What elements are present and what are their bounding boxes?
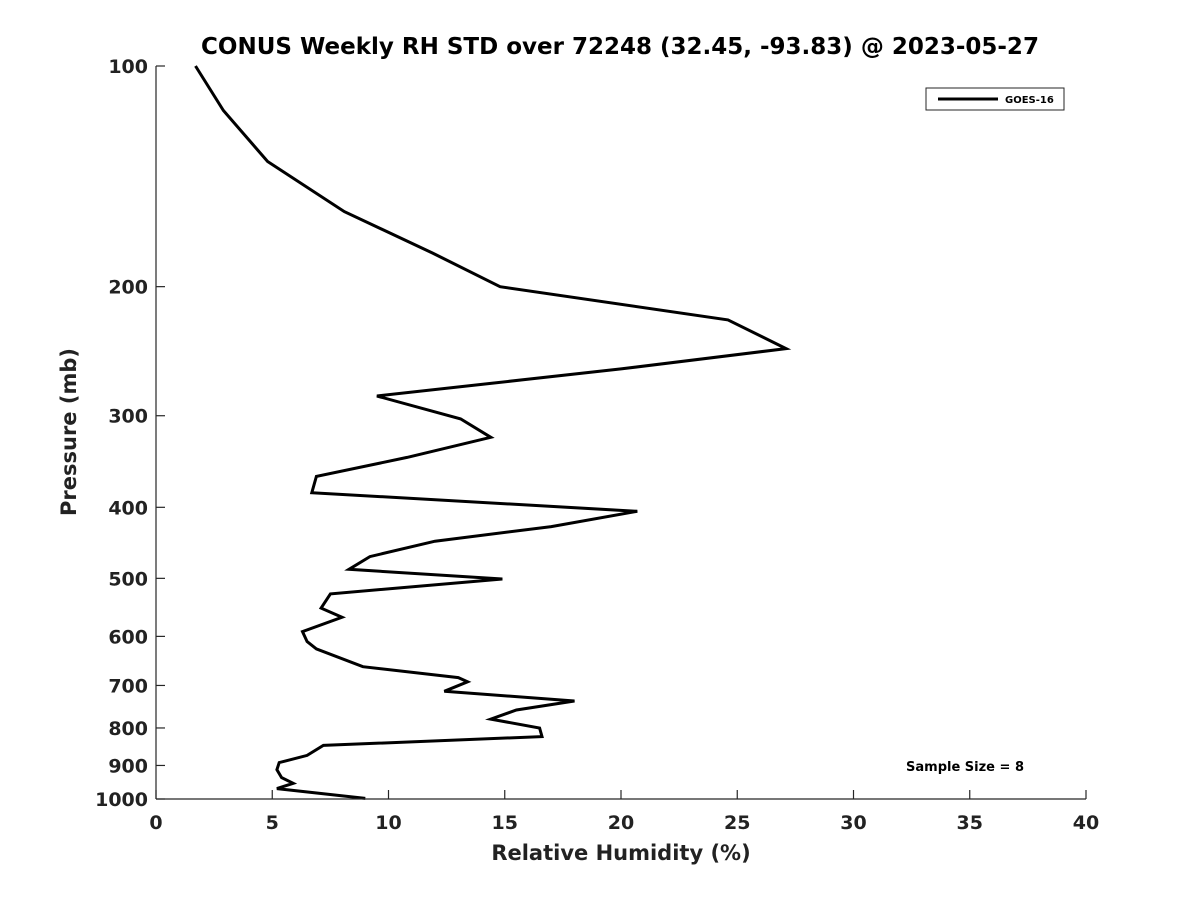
y-tick-label: 1000 [95, 789, 148, 811]
plot-area: 0 5 10 15 20 25 30 35 40 100 200 300 400 500 600 700 80… [95, 56, 1099, 834]
y-tick-label: 200 [108, 277, 148, 299]
x-tick-label: 5 [266, 812, 279, 834]
x-tick-label: 30 [840, 812, 866, 834]
x-tick-label: 20 [608, 812, 634, 834]
y-axis-ticks: 100 200 300 400 500 600 700 800 900 1000 [95, 56, 165, 811]
x-tick-label: 25 [724, 812, 750, 834]
x-tick-label: 10 [375, 812, 401, 834]
x-tick-label: 15 [492, 812, 518, 834]
y-tick-label: 400 [108, 497, 148, 519]
x-tick-label: 35 [957, 812, 983, 834]
series-line-goes-16 [194, 65, 792, 800]
chart-title: CONUS Weekly RH STD over 72248 (32.45, -… [201, 34, 1039, 60]
series-layer [194, 65, 792, 800]
y-tick-label: 800 [108, 718, 148, 740]
y-tick-label: 700 [108, 675, 148, 697]
x-tick-label: 0 [149, 812, 162, 834]
x-axis-ticks: 0 5 10 15 20 25 30 35 40 [149, 790, 1099, 834]
legend: GOES-16 [925, 87, 1065, 111]
y-tick-label: 600 [108, 626, 148, 648]
y-tick-label: 900 [108, 755, 148, 777]
x-axis-label: Relative Humidity (%) [491, 841, 750, 865]
x-tick-label: 40 [1073, 812, 1099, 834]
legend-label-goes-16: GOES-16 [1005, 95, 1054, 106]
y-axis-label: Pressure (mb) [57, 348, 81, 516]
sample-size-annotation: Sample Size = 8 [906, 760, 1024, 775]
y-tick-label: 500 [108, 568, 148, 590]
y-tick-label: 100 [108, 56, 148, 78]
y-tick-label: 300 [108, 406, 148, 428]
